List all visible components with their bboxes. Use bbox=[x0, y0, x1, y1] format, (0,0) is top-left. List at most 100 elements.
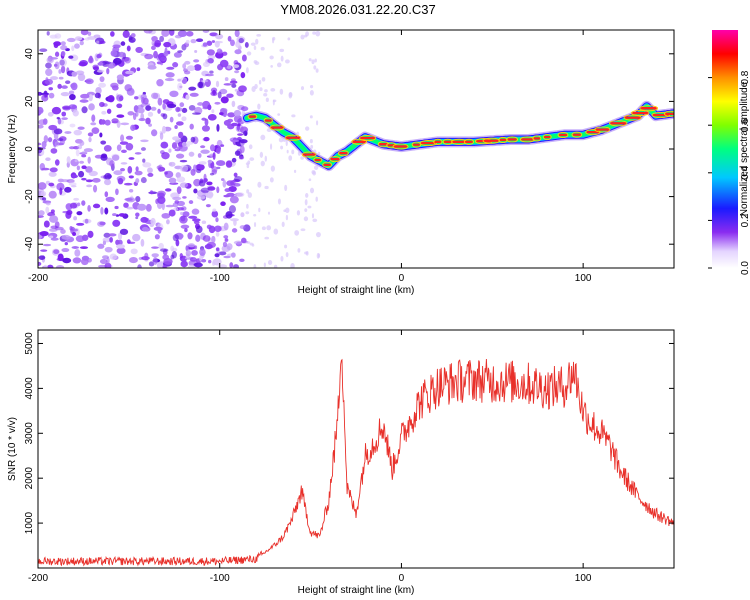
noise-blob bbox=[58, 76, 64, 80]
noise-blob bbox=[104, 246, 113, 253]
noise-blob bbox=[220, 144, 225, 147]
noise-blob bbox=[79, 99, 89, 103]
noise-blob bbox=[203, 136, 210, 142]
noise-blob bbox=[88, 103, 95, 111]
noise-blob bbox=[231, 83, 237, 88]
noise-blob bbox=[42, 197, 47, 201]
noise-blob bbox=[60, 92, 70, 97]
noise-blob bbox=[38, 215, 44, 218]
noise-blob bbox=[185, 39, 190, 44]
noise-blob bbox=[216, 186, 220, 194]
noise-blob bbox=[206, 40, 213, 46]
noise-blob bbox=[81, 200, 86, 206]
noise-blob bbox=[151, 40, 155, 46]
noise-blob bbox=[119, 228, 129, 236]
noise-blob bbox=[116, 103, 123, 109]
noise-blob bbox=[231, 157, 237, 163]
noise-blob bbox=[71, 45, 75, 52]
noise-blob bbox=[191, 218, 201, 222]
noise-blob bbox=[140, 139, 149, 143]
noise-blob bbox=[227, 112, 236, 118]
noise-blob bbox=[140, 147, 146, 151]
noise-blob bbox=[234, 49, 242, 55]
noise-blob bbox=[211, 166, 218, 173]
noise-blob bbox=[111, 118, 119, 123]
noise-blob bbox=[66, 37, 76, 43]
spectrogram-x-tick-label: 100 bbox=[575, 273, 592, 284]
noise-blob bbox=[57, 138, 64, 142]
spectrogram-y-tick-label: -40 bbox=[24, 237, 35, 252]
noise-blob bbox=[99, 101, 105, 108]
noise-blob bbox=[222, 179, 227, 188]
snr-y-ticks: 1000 2000 3000 4000 5000 bbox=[24, 332, 674, 534]
noise-blob bbox=[211, 40, 216, 43]
noise-blob bbox=[135, 46, 143, 54]
noise-blob bbox=[201, 79, 209, 83]
noise-blob bbox=[147, 172, 154, 177]
noise-dot bbox=[255, 38, 259, 45]
noise-blob bbox=[80, 30, 89, 36]
noise-blob bbox=[73, 197, 80, 201]
noise-blob bbox=[50, 209, 55, 214]
noise-dot bbox=[246, 164, 250, 169]
noise-blob bbox=[147, 111, 154, 117]
noise-blob bbox=[182, 63, 187, 70]
noise-blob bbox=[202, 235, 211, 242]
snr-frame bbox=[37, 329, 675, 569]
ridge-peak-halo bbox=[609, 120, 628, 127]
noise-blob bbox=[91, 127, 100, 135]
noise-blob bbox=[120, 134, 125, 142]
noise-blob bbox=[77, 144, 83, 150]
noise-blob bbox=[220, 96, 229, 104]
noise-blob bbox=[172, 136, 180, 141]
noise-blob bbox=[126, 206, 134, 210]
noise-blob bbox=[188, 86, 197, 91]
noise-blob bbox=[191, 249, 198, 256]
noise-blob bbox=[200, 145, 206, 149]
noise-blob bbox=[74, 159, 78, 163]
ridge-peak-halo bbox=[506, 136, 519, 143]
noise-dot bbox=[277, 198, 281, 205]
noise-blob bbox=[72, 231, 77, 236]
noise-blob bbox=[69, 225, 73, 231]
noise-dot bbox=[270, 165, 275, 172]
noise-dot bbox=[288, 155, 293, 161]
noise-blob bbox=[209, 144, 216, 152]
noise-dot bbox=[272, 37, 275, 44]
noise-dot bbox=[288, 92, 293, 99]
noise-dot bbox=[312, 31, 316, 35]
noise-blob bbox=[42, 243, 52, 247]
noise-dot bbox=[261, 77, 266, 82]
noise-blob bbox=[45, 62, 52, 69]
noise-blob bbox=[70, 83, 76, 89]
noise-blob bbox=[104, 119, 111, 126]
noise-blob bbox=[233, 240, 243, 245]
ridge-peak-halo bbox=[594, 126, 611, 133]
noise-blob bbox=[66, 156, 71, 164]
noise-blob bbox=[77, 73, 86, 82]
noise-blob bbox=[49, 167, 58, 173]
noise-blob bbox=[44, 78, 54, 85]
spectrogram-y-tick-label: -20 bbox=[24, 189, 35, 204]
noise-blob bbox=[106, 67, 110, 75]
snr-y-tick-label: 4000 bbox=[24, 377, 35, 400]
noise-blob bbox=[138, 118, 146, 122]
noise-dot bbox=[285, 251, 289, 258]
noise-dot bbox=[270, 64, 273, 68]
noise-blob bbox=[197, 153, 202, 158]
noise-blob bbox=[113, 57, 122, 65]
noise-blob bbox=[188, 200, 194, 205]
noise-blob bbox=[61, 234, 71, 240]
noise-blob bbox=[111, 85, 119, 91]
noise-blob bbox=[244, 41, 249, 48]
noise-blob bbox=[79, 40, 84, 46]
noise-blob bbox=[189, 123, 194, 130]
noise-blob bbox=[233, 60, 239, 66]
noise-blob bbox=[73, 216, 78, 221]
noise-blob bbox=[116, 175, 126, 182]
noise-blob bbox=[140, 238, 145, 247]
noise-blob bbox=[97, 243, 105, 249]
noise-blob bbox=[135, 195, 141, 203]
noise-blob bbox=[81, 177, 87, 181]
noise-blob bbox=[116, 74, 124, 81]
